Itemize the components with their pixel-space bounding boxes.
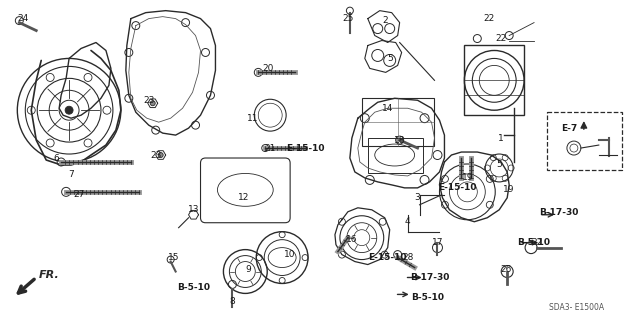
Bar [465,45,524,115]
Text: B-17-30: B-17-30 [540,208,579,217]
Text: 28: 28 [402,253,413,262]
Text: 24: 24 [18,14,29,23]
Text: 23: 23 [150,150,161,160]
Text: 5: 5 [497,160,502,170]
Text: 27: 27 [74,190,84,199]
Text: 16: 16 [346,235,358,244]
Text: 1: 1 [499,133,504,143]
Text: 19: 19 [461,173,473,182]
Text: B-5-10: B-5-10 [177,283,210,292]
Text: E-7: E-7 [561,124,577,132]
Text: 21: 21 [264,144,276,153]
Text: 7: 7 [68,171,74,180]
Bar [362,98,433,146]
Text: 3: 3 [415,193,420,202]
Text: 20: 20 [262,64,274,73]
Text: 13: 13 [188,205,199,214]
Text: 2: 2 [382,16,388,25]
Text: 11: 11 [246,114,258,123]
Bar [368,138,422,173]
Text: 9: 9 [245,265,251,274]
Circle shape [150,101,156,106]
Text: 22: 22 [484,14,495,23]
Text: 22: 22 [531,238,543,247]
Text: B-5-10: B-5-10 [411,293,444,302]
Text: 6: 6 [53,154,59,163]
Text: 5: 5 [387,54,392,63]
Circle shape [158,153,163,157]
Text: E-15-10: E-15-10 [438,183,477,192]
Text: 12: 12 [237,193,249,202]
Text: 4: 4 [405,217,410,226]
Text: B-5-10: B-5-10 [518,238,550,247]
Text: 26: 26 [500,265,512,274]
Text: B-17-30: B-17-30 [410,273,449,282]
Text: E-15-10: E-15-10 [286,144,324,153]
Text: 23: 23 [143,96,154,105]
Circle shape [65,106,73,114]
Text: 15: 15 [168,253,179,262]
Text: 10: 10 [284,250,296,259]
Bar [547,112,621,170]
Text: 18: 18 [394,136,405,145]
Text: 22: 22 [495,34,507,43]
Text: FR.: FR. [39,269,60,279]
Text: 25: 25 [342,14,353,23]
Text: 8: 8 [230,297,236,306]
Text: 19: 19 [504,185,515,194]
Text: 14: 14 [382,104,394,113]
Text: 17: 17 [432,238,444,247]
Text: SDA3- E1500A: SDA3- E1500A [549,303,604,312]
Text: E-15-10: E-15-10 [369,253,407,262]
